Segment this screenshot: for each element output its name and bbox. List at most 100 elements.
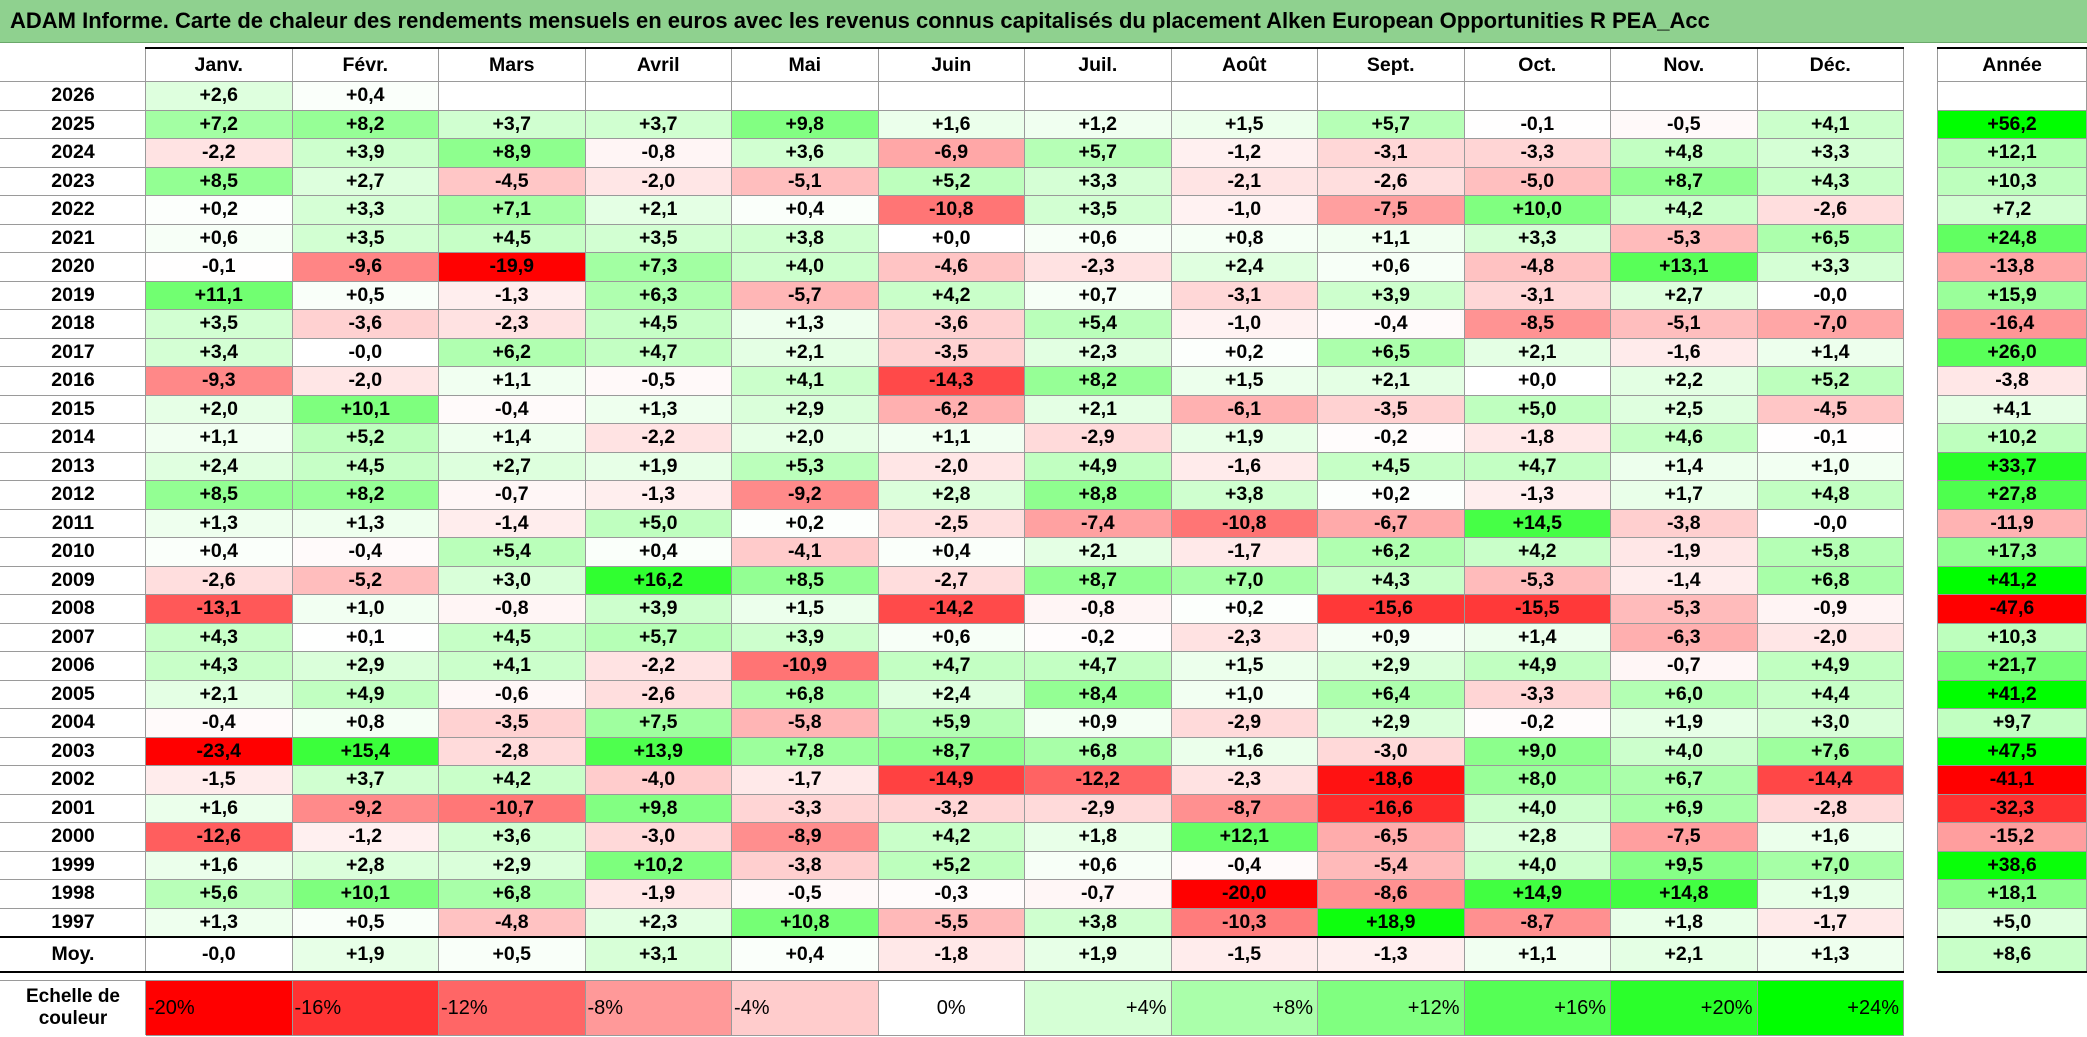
table-row: 2011 +1,3 +1,3 -1,4 +5,0 +0,2 -2,5 -7,4 -10,8 -6,… <box>0 508 1904 538</box>
annual-cell <box>1937 81 2087 111</box>
average-cell: +1,1 <box>1463 936 1611 973</box>
heatmap-cell: -3,1 <box>1317 138 1465 168</box>
heatmap-cell: +8,7 <box>1610 166 1758 196</box>
table-row: 2017 +3,4 -0,0 +6,2 +4,7 +2,1 -3,5 +2,3 +0,2 +6,5… <box>0 337 1904 367</box>
table-row: 2019 +11,1 +0,5 -1,3 +6,3 -5,7 +4,2 +0,7 -3,1 +3,… <box>0 280 1904 310</box>
scale-swatch: 0% <box>877 980 1025 1036</box>
annual-cell: -11,9 <box>1937 508 2087 538</box>
heatmap-cell: +1,4 <box>1463 622 1611 652</box>
annual-cell: +15,9 <box>1937 280 2087 310</box>
heatmap-cell: -10,3 <box>1170 907 1318 938</box>
heatmap-cell: +3,8 <box>1024 907 1172 938</box>
heatmap-cell: -4,8 <box>438 907 586 938</box>
year-label: 1997 <box>0 907 146 938</box>
heatmap-cell: -0,5 <box>584 366 732 396</box>
average-cell: +2,1 <box>1610 936 1758 973</box>
annual-cell: -47,6 <box>1937 594 2087 624</box>
heatmap-cell: +8,8 <box>1024 480 1172 510</box>
heatmap-cell: +4,1 <box>1756 109 1904 139</box>
heatmap-cell: +5,2 <box>877 850 1025 880</box>
heatmap-cell: +4,0 <box>731 252 879 282</box>
table-row: 2022 +0,2 +3,3 +7,1 +2,1 +0,4 -10,8 +3,5 -1,0 -7,… <box>0 195 1904 225</box>
heatmap-cell: -1,8 <box>1463 423 1611 453</box>
annual-cell: +12,1 <box>1937 138 2087 168</box>
heatmap-cell: +1,6 <box>1756 822 1904 852</box>
annual-cell: +33,7 <box>1937 451 2087 481</box>
heatmap-cell: +0,4 <box>584 537 732 567</box>
heatmap-cell: -6,9 <box>877 138 1025 168</box>
heatmap-cell: +1,7 <box>1610 480 1758 510</box>
heatmap-cell: -8,7 <box>1170 793 1318 823</box>
heatmap-cell: +4,0 <box>1463 850 1611 880</box>
heatmap-cell: -7,4 <box>1024 508 1172 538</box>
year-label: 2019 <box>0 280 146 310</box>
heatmap-cell: -2,8 <box>1756 793 1904 823</box>
heatmap-cell: -2,3 <box>1170 622 1318 652</box>
heatmap-cell: +6,8 <box>438 879 586 909</box>
annual-average-cell: +8,6 <box>1937 936 2087 973</box>
heatmap-cell: +5,7 <box>1317 109 1465 139</box>
table-row: 2021 +0,6 +3,5 +4,5 +3,5 +3,8 +0,0 +0,6 +0,8 +1,1… <box>0 223 1904 253</box>
heatmap-cell: -2,9 <box>1170 708 1318 738</box>
annual-cell: +26,0 <box>1937 337 2087 367</box>
heatmap-cell: +3,5 <box>145 309 293 339</box>
heatmap-cell: +5,2 <box>877 166 1025 196</box>
heatmap-cell: +1,0 <box>291 594 439 624</box>
heatmap-cell: -5,7 <box>731 280 879 310</box>
table-row: 2005 +2,1 +4,9 -0,6 -2,6 +6,8 +2,4 +8,4 +1,0 +6,4… <box>0 679 1904 709</box>
heatmap-cell: +4,1 <box>731 366 879 396</box>
year-label: 2000 <box>0 822 146 852</box>
heatmap-cell: +9,0 <box>1463 736 1611 766</box>
heatmap-cell: +8,4 <box>1024 679 1172 709</box>
heatmap-cell: -0,7 <box>438 480 586 510</box>
heatmap-cell: -0,9 <box>1756 594 1904 624</box>
heatmap-cell: -0,1 <box>1756 423 1904 453</box>
heatmap-cell: +0,1 <box>291 622 439 652</box>
month-header: Août <box>1170 47 1318 82</box>
heatmap-cell: -0,0 <box>291 337 439 367</box>
heatmap-cell: +2,9 <box>1317 651 1465 681</box>
heatmap-cell: +3,3 <box>1463 223 1611 253</box>
heatmap-cell: -3,6 <box>877 309 1025 339</box>
table-row: 2003 -23,4 +15,4 -2,8 +13,9 +7,8 +8,7 +6,8 +1,6-… <box>0 736 1904 766</box>
heatmap-cell: -6,1 <box>1170 394 1318 424</box>
heatmap-cell: +3,7 <box>438 109 586 139</box>
heatmap-cell: +3,9 <box>584 594 732 624</box>
table-row: 2026 +2,6 +0,4 <box>0 81 1904 111</box>
heatmap-cell: +6,3 <box>584 280 732 310</box>
heatmap-cell: -3,1 <box>1170 280 1318 310</box>
heatmap-cell: -8,9 <box>731 822 879 852</box>
heatmap-cell: +0,2 <box>1317 480 1465 510</box>
heatmap-cell: -1,7 <box>731 765 879 795</box>
heatmap-cell: +2,4 <box>145 451 293 481</box>
month-header: Nov. <box>1610 47 1758 82</box>
heatmap-cell: +5,4 <box>438 537 586 567</box>
heatmap-cell: -3,1 <box>1463 280 1611 310</box>
heatmap-cell: +4,7 <box>1024 651 1172 681</box>
heatmap-cell: +2,9 <box>291 651 439 681</box>
heatmap-cell: -0,8 <box>438 594 586 624</box>
heatmap-cell: +8,5 <box>731 565 879 595</box>
heatmap-cell: -3,0 <box>584 822 732 852</box>
table-row: 2002 -1,5 +3,7 +4,2 -4,0 -1,7 -14,9 -12,2 -2,3 -1… <box>0 765 1904 795</box>
year-label: 2011 <box>0 508 146 538</box>
month-header: Juin <box>877 47 1025 82</box>
heatmap-cell: +9,5 <box>1610 850 1758 880</box>
heatmap-cell: +14,8 <box>1610 879 1758 909</box>
heatmap-cell: +0,9 <box>1317 622 1465 652</box>
heatmap-cell: +4,9 <box>1463 651 1611 681</box>
year-label: 2010 <box>0 537 146 567</box>
heatmap-cell: +15,4 <box>291 736 439 766</box>
year-label: 2015 <box>0 394 146 424</box>
scale-swatch: -16% <box>291 980 439 1036</box>
heatmap-cell: +0,8 <box>1170 223 1318 253</box>
heatmap-cell: +5,7 <box>1024 138 1172 168</box>
scale-swatch: -20% <box>145 980 293 1036</box>
heatmap-cell: -10,8 <box>1170 508 1318 538</box>
heatmap-cell: +4,9 <box>291 679 439 709</box>
heatmap-cell: +2,3 <box>1024 337 1172 367</box>
heatmap-cell: +2,1 <box>731 337 879 367</box>
average-label: Moy. <box>0 936 146 973</box>
average-cell: -1,5 <box>1170 936 1318 973</box>
annual-cell: +41,2 <box>1937 565 2087 595</box>
